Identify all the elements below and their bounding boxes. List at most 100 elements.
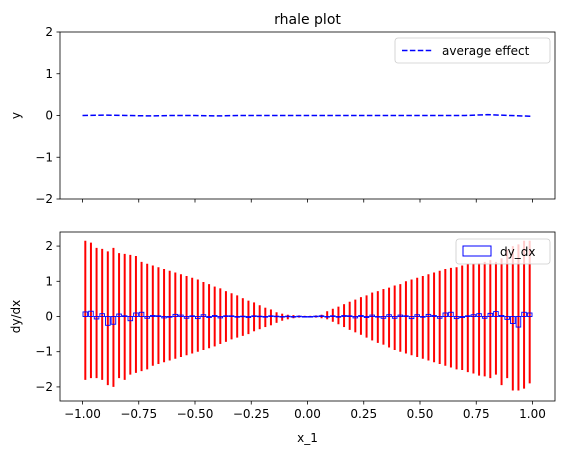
dy-dx-bar bbox=[99, 313, 105, 317]
dy-dx-bar bbox=[206, 316, 212, 319]
legend: average effect bbox=[394, 37, 551, 64]
y-tick-label: 1 bbox=[45, 67, 53, 81]
dy-dx-bar bbox=[493, 311, 499, 317]
dy-dx-bar bbox=[217, 316, 224, 319]
dy-dx-bar bbox=[290, 316, 297, 318]
dy-dx-bar bbox=[420, 316, 426, 318]
y-tick-label: −1 bbox=[35, 345, 53, 359]
dy-dx-bar bbox=[223, 315, 229, 317]
x-axis-label: x_1 bbox=[297, 431, 318, 445]
legend-box bbox=[455, 238, 551, 265]
dy-dx-bar bbox=[296, 315, 302, 318]
dy-dx-bar bbox=[448, 311, 454, 317]
x-tick-label: 1.00 bbox=[519, 407, 546, 421]
dy-dx-bar bbox=[110, 316, 117, 325]
dy-dx-bar bbox=[476, 313, 482, 317]
dy-dx-bar bbox=[144, 316, 150, 319]
legend-label: average effect bbox=[442, 44, 530, 58]
dy-dx-bar bbox=[133, 312, 139, 317]
dy-dx-bar bbox=[234, 316, 240, 318]
dy-dx-bar bbox=[335, 316, 342, 318]
dy-dx-bar bbox=[346, 315, 353, 317]
x-tick-label: 0.75 bbox=[463, 407, 490, 421]
legend: dy_dx bbox=[455, 238, 551, 265]
y-axis-label: y bbox=[9, 112, 23, 119]
dy-dx-bar bbox=[150, 314, 156, 317]
y-tick-label: −1 bbox=[35, 150, 53, 164]
dy-dx-bar bbox=[279, 316, 285, 318]
dy-dx-bar bbox=[251, 315, 257, 317]
x-tick-label: 0.00 bbox=[294, 407, 321, 421]
dy-dx-bar bbox=[391, 316, 398, 319]
dy-dx-bar bbox=[88, 310, 94, 317]
y-tick-label: −2 bbox=[35, 192, 53, 206]
dy-dx-bar bbox=[498, 314, 505, 317]
dy-dx-bar bbox=[442, 312, 449, 317]
dy-dx-bar bbox=[138, 311, 145, 317]
dy-dx-bar bbox=[515, 316, 522, 328]
x-tick-label: −0.25 bbox=[233, 407, 270, 421]
dy-dx-bar bbox=[375, 316, 381, 318]
dy-dx-bar bbox=[178, 314, 184, 317]
dy-dx-bar bbox=[200, 314, 207, 317]
dy-dx-bar bbox=[228, 315, 235, 317]
dy-dx-bar bbox=[313, 315, 319, 318]
dy-dx-bar bbox=[301, 316, 308, 318]
average-effect-line bbox=[82, 113, 533, 118]
dy-dx-bar bbox=[352, 316, 359, 319]
dy-dx-bar bbox=[211, 314, 218, 317]
dy-dx-bar bbox=[408, 316, 415, 320]
x-tick-label: −0.75 bbox=[120, 407, 157, 421]
dy-dx-bar bbox=[105, 316, 111, 326]
dy-dx-bar bbox=[183, 316, 190, 319]
dy-dx-bar bbox=[318, 315, 325, 317]
dy-dx-bar bbox=[436, 316, 443, 319]
dy-dx-bar bbox=[341, 314, 347, 317]
dy-dx-bar bbox=[273, 315, 280, 318]
dy-dx-bar bbox=[459, 316, 465, 319]
dy-dx-bar bbox=[453, 316, 460, 320]
x-tick-label: 0.50 bbox=[407, 407, 434, 421]
dy-dx-bar bbox=[397, 314, 404, 317]
dy-dx-bar bbox=[369, 314, 375, 317]
x-tick-label: 0.25 bbox=[350, 407, 377, 421]
y-tick-label: 1 bbox=[45, 274, 53, 288]
dy-dx-bar bbox=[116, 313, 122, 317]
dy-dx-bar bbox=[481, 316, 488, 319]
dy-dx-bar bbox=[403, 315, 409, 317]
x-tick-label: −1.00 bbox=[64, 407, 101, 421]
dy-dx-bar bbox=[504, 316, 510, 320]
y-tick-label: 0 bbox=[45, 310, 53, 324]
dy-dx-bar bbox=[172, 313, 179, 317]
legend-swatch bbox=[462, 245, 492, 257]
dy-dx-bar bbox=[425, 313, 432, 317]
dy-dx-bar bbox=[166, 316, 173, 318]
chart-title: rhale plot bbox=[274, 12, 341, 28]
dy-dx-bar bbox=[155, 315, 162, 317]
dy-dx-bar bbox=[324, 316, 330, 318]
dy-dx-bar bbox=[240, 315, 246, 318]
dy-dx-bar bbox=[526, 312, 533, 317]
dy-dx-bar bbox=[521, 311, 527, 317]
dy-dx-bar bbox=[307, 316, 314, 318]
dy-dx-bar bbox=[195, 316, 201, 320]
dy-dx-bar bbox=[93, 316, 100, 320]
y-tick-label: −2 bbox=[35, 380, 53, 394]
dy-dx-bar bbox=[510, 316, 516, 324]
dy-dx-bar bbox=[121, 315, 128, 317]
y-tick-label: 0 bbox=[45, 109, 53, 123]
dy-dx-bar bbox=[127, 316, 134, 322]
dy-dx-bar bbox=[470, 314, 477, 317]
dy-dx-bar bbox=[487, 312, 494, 317]
y-axis-label: dy/dx bbox=[9, 300, 23, 333]
legend-label: dy_dx bbox=[500, 245, 535, 259]
dy-dx-bar bbox=[256, 315, 263, 318]
legend-box bbox=[394, 37, 551, 64]
x-tick-label: −0.50 bbox=[177, 407, 214, 421]
dy-dx-bar bbox=[262, 316, 269, 318]
dy-dx-bar bbox=[161, 316, 167, 319]
y-tick-label: 2 bbox=[45, 239, 53, 253]
y-tick-label: 2 bbox=[45, 25, 53, 39]
top-axes: rhale plot 2 1 0 −1 −2 y average effect bbox=[9, 12, 556, 206]
dy-dx-bar bbox=[363, 316, 370, 319]
